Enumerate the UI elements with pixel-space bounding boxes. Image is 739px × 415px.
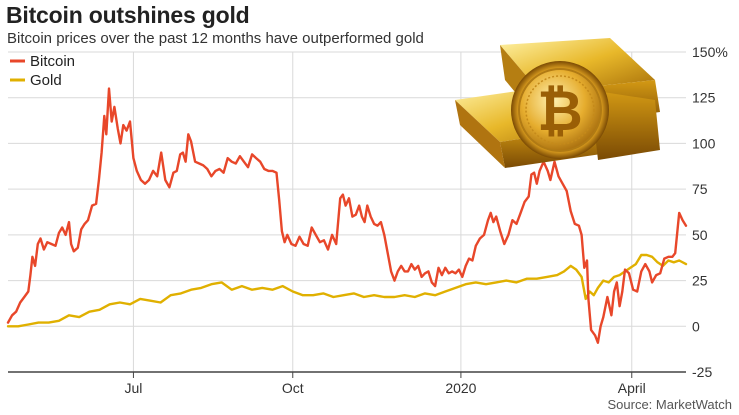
- chart-title: Bitcoin outshines gold: [6, 2, 250, 28]
- legend-label-gold: Gold: [30, 72, 62, 89]
- legend-label-bitcoin: Bitcoin: [30, 53, 75, 70]
- y-tick-label: -25: [692, 364, 712, 380]
- y-tick-label: 150%: [692, 44, 728, 60]
- y-tick-label: 0: [692, 318, 700, 334]
- y-tick-label: 100: [692, 135, 716, 151]
- series-line-bitcoin: [6, 87, 688, 344]
- y-axis-ticks: -25 0 25 50 75 100 125 150%: [692, 44, 728, 380]
- x-tick-label: 2020: [445, 380, 476, 396]
- y-tick-label: 50: [692, 227, 708, 243]
- y-tick-label: 125: [692, 90, 716, 106]
- source-note: Source: MarketWatch: [607, 397, 732, 412]
- x-axis-ticks: Jul Oct 2020 April: [124, 380, 645, 396]
- bitcoin-symbol-icon: ₿: [537, 79, 583, 144]
- y-tick-label: 25: [692, 273, 708, 289]
- x-tick-label: April: [618, 380, 646, 396]
- series-lines: [6, 87, 688, 344]
- chart-subtitle: Bitcoin prices over the past 12 months h…: [7, 30, 424, 47]
- x-tick-label: Oct: [282, 380, 304, 396]
- x-tick-label: Jul: [124, 380, 142, 396]
- gold-bars-and-bitcoin-image: ₿: [455, 38, 660, 168]
- series-line-gold: [6, 253, 688, 328]
- y-tick-label: 75: [692, 181, 708, 197]
- legend: Bitcoin Gold: [10, 53, 75, 89]
